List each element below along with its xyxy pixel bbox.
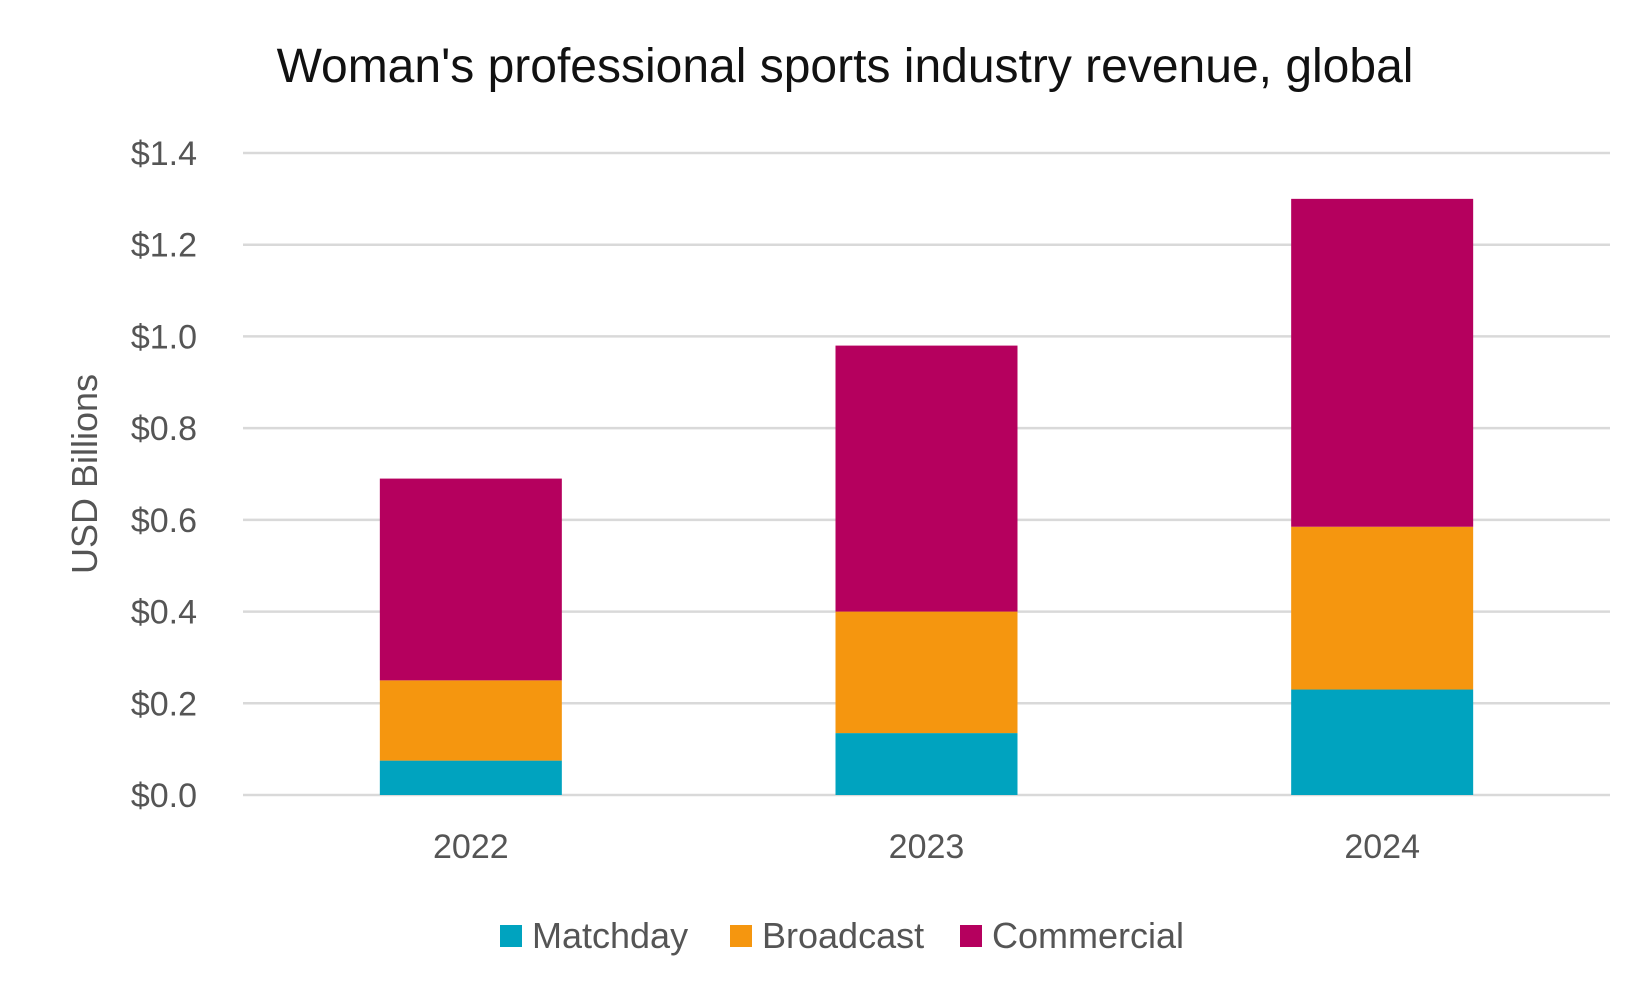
y-tick-label: $1.0 — [131, 318, 197, 356]
bar-broadcast-2023 — [835, 611, 1018, 734]
bar-matchday-2022 — [379, 760, 562, 795]
y-axis-ticks: $0.0 $0.2 $0.4 $0.6 $0.8 $1.0 $1.2 $1.4 — [131, 135, 197, 815]
y-axis-label: USD Billions — [64, 374, 105, 574]
y-tick-label: $1.2 — [131, 227, 197, 265]
y-tick-label: $0.0 — [131, 777, 197, 815]
chart-title: Woman's professional sports industry rev… — [277, 40, 1414, 93]
bar-commercial-2022 — [379, 478, 562, 681]
legend-label-broadcast: Broadcast — [762, 915, 924, 956]
bar-broadcast-2024 — [1291, 526, 1474, 690]
legend-label-commercial: Commercial — [992, 915, 1184, 956]
y-tick-label: $0.8 — [131, 410, 197, 448]
legend-label-matchday: Matchday — [532, 915, 688, 956]
bar-matchday-2024 — [1291, 689, 1474, 795]
legend-swatch-broadcast — [730, 925, 752, 947]
bars — [379, 198, 1474, 795]
y-tick-label: $0.6 — [131, 502, 197, 540]
legend: Matchday Broadcast Commercial — [500, 915, 1184, 956]
x-tick-label: 2022 — [433, 828, 509, 866]
y-tick-label: $0.2 — [131, 685, 197, 723]
y-tick-label: $0.4 — [131, 594, 197, 632]
bar-commercial-2024 — [1291, 198, 1474, 527]
legend-swatch-matchday — [500, 925, 522, 947]
legend-swatch-commercial — [960, 925, 982, 947]
x-tick-label: 2023 — [889, 828, 965, 866]
y-tick-label: $1.4 — [131, 135, 197, 173]
bar-matchday-2023 — [835, 733, 1018, 795]
x-axis-ticks: 2022 2023 2024 — [433, 828, 1420, 866]
bar-commercial-2023 — [835, 345, 1018, 612]
bar-broadcast-2022 — [379, 680, 562, 761]
x-tick-label: 2024 — [1344, 828, 1420, 866]
